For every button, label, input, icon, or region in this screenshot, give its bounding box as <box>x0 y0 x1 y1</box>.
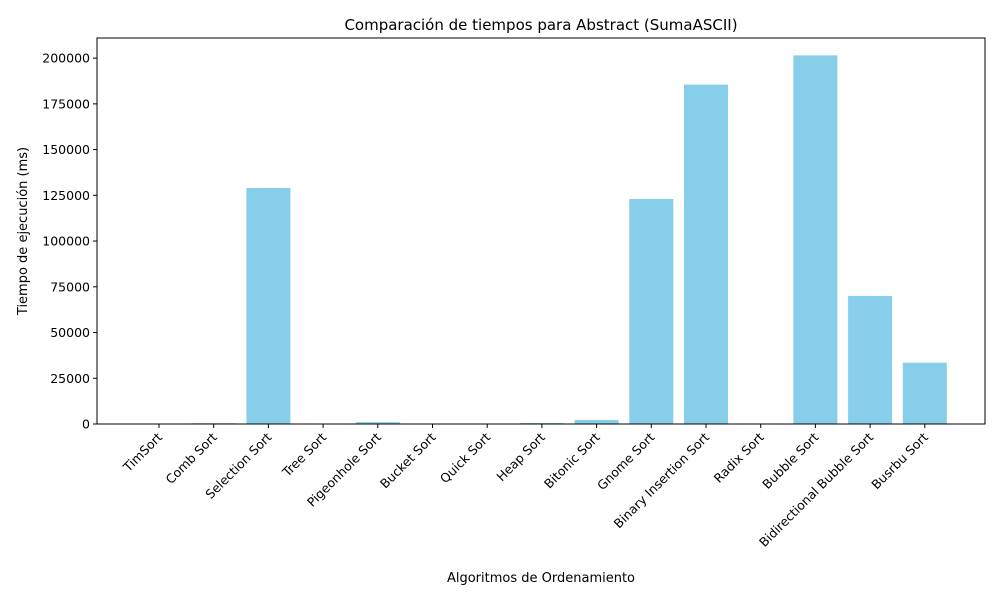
bar <box>848 295 893 424</box>
y-axis-label: Tiempo de ejecución (ms) <box>16 147 31 316</box>
bar <box>793 55 838 424</box>
y-tick-label: 100000 <box>42 234 90 249</box>
x-tick-label: Busrbu Sort <box>868 429 931 492</box>
y-tick-label: 25000 <box>50 371 90 386</box>
x-tick-label: TimSort <box>119 429 165 475</box>
bar <box>355 422 400 424</box>
y-tick-label: 0 <box>82 417 90 432</box>
x-tick-label: Comb Sort <box>162 429 219 486</box>
x-tick-label: Binary Insertion Sort <box>611 429 713 531</box>
y-tick-label: 150000 <box>42 142 90 157</box>
x-tick-label: Heap Sort <box>493 429 548 484</box>
y-tick-label: 50000 <box>50 325 90 340</box>
bar <box>574 419 619 424</box>
x-axis-label: Algoritmos de Ordenamiento <box>447 571 635 586</box>
y-tick-label: 125000 <box>42 188 90 203</box>
chart-title: Comparación de tiempos para Abstract (Su… <box>344 16 737 34</box>
x-tick-label: Tree Sort <box>279 429 330 480</box>
y-tick-label: 75000 <box>50 279 90 294</box>
x-tick-label: Radix Sort <box>711 429 767 485</box>
x-tick-label: Bucket Sort <box>377 429 439 491</box>
y-tick-label: 175000 <box>42 96 90 111</box>
plot-frame <box>96 37 986 425</box>
bar <box>684 84 728 424</box>
y-tick-label: 200000 <box>42 51 90 66</box>
bars-group <box>137 55 947 424</box>
bar <box>902 362 947 424</box>
y-axis-ticks: 0 25000 50000 75000 100000 125000 150000 175000… <box>42 51 97 432</box>
bar <box>629 198 674 424</box>
bar <box>246 188 291 424</box>
x-tick-label: Bidirectional Bubble Sort <box>756 429 876 549</box>
x-tick-label: Quick Sort <box>437 429 494 486</box>
